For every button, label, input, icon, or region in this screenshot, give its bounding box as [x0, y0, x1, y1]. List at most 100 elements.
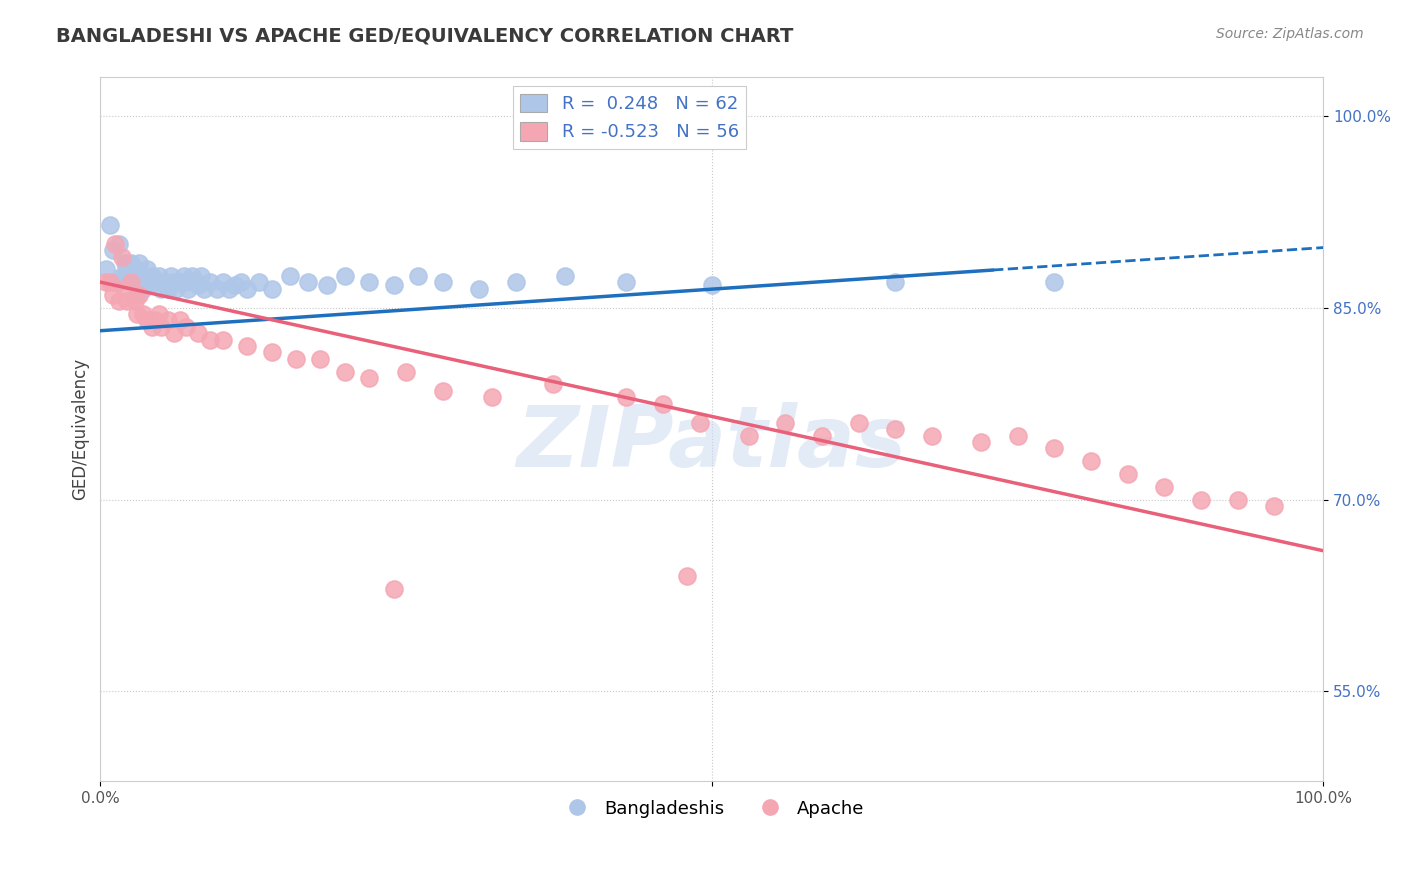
Point — [174, 319, 197, 334]
Point — [218, 281, 240, 295]
Point — [333, 268, 356, 283]
Point — [278, 268, 301, 283]
Point — [382, 277, 405, 292]
Point — [163, 275, 186, 289]
Point — [970, 435, 993, 450]
Point — [224, 277, 246, 292]
Point — [104, 236, 127, 251]
Point — [285, 351, 308, 366]
Point — [297, 275, 319, 289]
Point — [107, 275, 129, 289]
Point — [135, 262, 157, 277]
Point — [315, 277, 337, 292]
Point — [114, 268, 136, 283]
Point — [773, 416, 796, 430]
Point — [676, 569, 699, 583]
Point — [229, 275, 252, 289]
Point — [181, 268, 204, 283]
Point — [884, 275, 907, 289]
Point — [132, 281, 155, 295]
Point — [163, 326, 186, 341]
Point — [120, 275, 142, 289]
Point — [132, 307, 155, 321]
Point — [148, 307, 170, 321]
Text: ZIPatlas: ZIPatlas — [516, 401, 907, 484]
Point — [205, 281, 228, 295]
Point — [260, 345, 283, 359]
Point — [689, 416, 711, 430]
Point — [148, 268, 170, 283]
Point — [260, 281, 283, 295]
Point — [190, 268, 212, 283]
Point — [124, 262, 146, 277]
Point — [114, 256, 136, 270]
Point — [408, 268, 430, 283]
Y-axis label: GED/Equivalency: GED/Equivalency — [72, 359, 89, 500]
Point — [247, 275, 270, 289]
Point — [1043, 275, 1066, 289]
Point — [117, 294, 139, 309]
Point — [541, 377, 564, 392]
Point — [468, 281, 491, 295]
Point — [1189, 492, 1212, 507]
Point — [156, 313, 179, 327]
Point — [114, 281, 136, 295]
Point — [382, 582, 405, 596]
Point — [1116, 467, 1139, 481]
Point — [107, 294, 129, 309]
Point — [1043, 442, 1066, 456]
Point — [921, 428, 943, 442]
Point — [124, 294, 146, 309]
Point — [165, 281, 187, 295]
Point — [884, 422, 907, 436]
Point — [309, 351, 332, 366]
Point — [432, 275, 454, 289]
Text: Source: ZipAtlas.com: Source: ZipAtlas.com — [1216, 27, 1364, 41]
Point — [700, 277, 723, 292]
Point — [737, 428, 759, 442]
Point — [101, 243, 124, 257]
Point — [156, 281, 179, 295]
Point — [98, 218, 121, 232]
Point — [395, 365, 418, 379]
Point — [138, 313, 160, 327]
Point — [101, 288, 124, 302]
Legend: Bangladeshis, Apache: Bangladeshis, Apache — [553, 792, 872, 825]
Point — [135, 313, 157, 327]
Point — [145, 313, 167, 327]
Point — [848, 416, 870, 430]
Point — [174, 275, 197, 289]
Point — [120, 268, 142, 283]
Point — [125, 307, 148, 321]
Point — [132, 268, 155, 283]
Point — [150, 281, 173, 295]
Point — [150, 319, 173, 334]
Point — [1226, 492, 1249, 507]
Point — [173, 268, 195, 283]
Point — [505, 275, 527, 289]
Point — [145, 275, 167, 289]
Point — [125, 288, 148, 302]
Point — [169, 313, 191, 327]
Point — [193, 281, 215, 295]
Point — [141, 319, 163, 334]
Point — [141, 268, 163, 283]
Point — [111, 268, 134, 283]
Point — [98, 275, 121, 289]
Point — [811, 428, 834, 442]
Point — [432, 384, 454, 398]
Point — [120, 256, 142, 270]
Point — [107, 236, 129, 251]
Point — [1263, 499, 1285, 513]
Point — [236, 281, 259, 295]
Point — [1153, 480, 1175, 494]
Point — [128, 256, 150, 270]
Point — [1007, 428, 1029, 442]
Point — [153, 275, 176, 289]
Point — [104, 275, 127, 289]
Point — [554, 268, 576, 283]
Point — [1080, 454, 1102, 468]
Point — [117, 256, 139, 270]
Point — [333, 365, 356, 379]
Point — [184, 275, 207, 289]
